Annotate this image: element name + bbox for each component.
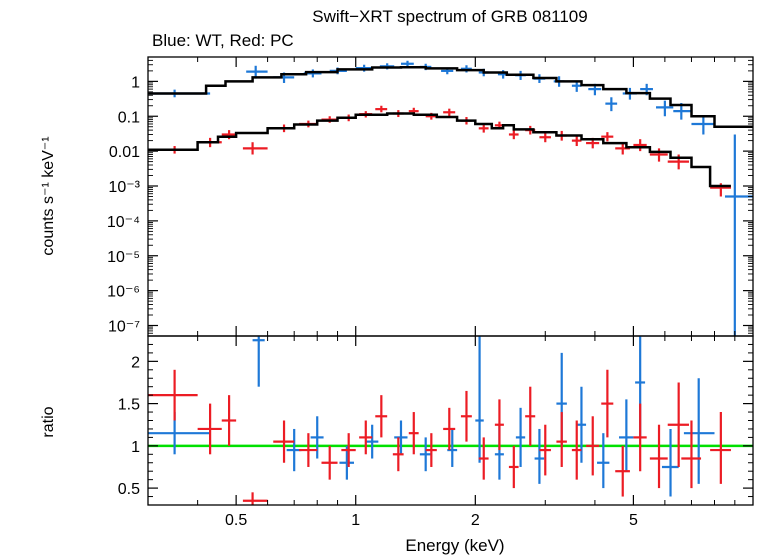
data-point bbox=[321, 445, 338, 480]
y-tick-label: 10⁻⁷ bbox=[108, 319, 140, 336]
y-tick-label: 0.01 bbox=[109, 144, 140, 161]
data-point bbox=[375, 105, 388, 113]
data-point bbox=[525, 386, 536, 446]
data-point bbox=[400, 60, 414, 67]
data-point bbox=[148, 412, 211, 455]
series-0-1 bbox=[148, 105, 731, 197]
y-tick-label: 2 bbox=[131, 354, 140, 371]
data-point bbox=[375, 395, 388, 438]
series-0-2 bbox=[148, 65, 753, 129]
x-tick-label: 5 bbox=[629, 512, 638, 529]
data-point bbox=[539, 132, 551, 143]
data-point bbox=[197, 403, 222, 455]
series-1-0 bbox=[148, 336, 715, 497]
data-point bbox=[615, 143, 630, 155]
data-point bbox=[615, 445, 630, 497]
y-tick-label: 10⁻⁶ bbox=[107, 284, 140, 301]
data-point bbox=[691, 116, 715, 135]
data-point bbox=[534, 428, 545, 484]
data-point bbox=[242, 142, 268, 155]
data-point bbox=[460, 390, 472, 442]
data-point bbox=[571, 135, 582, 147]
data-point bbox=[667, 382, 689, 467]
y-tick-label: 1 bbox=[131, 74, 140, 91]
data-point bbox=[661, 428, 679, 497]
data-point bbox=[586, 416, 600, 476]
data-point bbox=[494, 399, 504, 451]
data-point bbox=[419, 437, 432, 472]
data-point bbox=[597, 433, 610, 489]
data-point bbox=[394, 420, 408, 455]
data-point bbox=[443, 108, 456, 117]
x-tick-label: 2 bbox=[471, 512, 480, 529]
data-point bbox=[341, 433, 356, 467]
data-point bbox=[478, 124, 489, 133]
y-tick-label: 0.1 bbox=[118, 109, 140, 126]
data-point bbox=[601, 369, 614, 438]
data-point bbox=[508, 130, 519, 140]
data-point bbox=[221, 395, 237, 446]
model-line bbox=[148, 112, 731, 188]
x-tick-label: 0.5 bbox=[225, 512, 247, 529]
data-point bbox=[619, 399, 634, 472]
data-point bbox=[286, 428, 302, 472]
panel-frame-1 bbox=[147, 335, 754, 506]
bottom-panel-y-label: ratio bbox=[40, 406, 57, 437]
data-point bbox=[576, 386, 587, 463]
y-tick-label: 0.5 bbox=[118, 481, 140, 498]
data-point bbox=[508, 445, 519, 489]
data-point bbox=[273, 420, 295, 463]
data-point bbox=[539, 424, 551, 476]
data-point bbox=[475, 336, 484, 463]
data-point bbox=[601, 132, 614, 142]
chart-subtitle: Blue: WT, Red: PC bbox=[152, 31, 294, 50]
data-point bbox=[656, 100, 674, 117]
data-point bbox=[571, 420, 582, 480]
x-tick-label: 1 bbox=[351, 512, 360, 529]
data-point bbox=[478, 437, 489, 480]
x-axis-label: Energy (keV) bbox=[405, 536, 504, 555]
y-tick-label: 10⁻⁵ bbox=[107, 249, 140, 266]
data-point bbox=[310, 416, 324, 459]
data-point bbox=[605, 97, 618, 112]
y-tick-label: 1.5 bbox=[118, 397, 140, 414]
y-tick-label: 10⁻³ bbox=[108, 179, 140, 196]
series-1-1 bbox=[148, 369, 731, 505]
data-point bbox=[299, 433, 318, 467]
data-point bbox=[649, 148, 668, 162]
plot-layer: 1 0.1 0.01 10⁻³ 10⁻⁴ 10⁻⁵ 10⁻⁶ 10⁻⁷ 0.5 1 1.5 2 0.5 1… bbox=[107, 56, 754, 529]
data-point bbox=[148, 369, 198, 421]
model-line bbox=[148, 65, 753, 129]
series-0-3 bbox=[148, 112, 731, 188]
data-point bbox=[365, 424, 379, 459]
y-tick-label: 1 bbox=[131, 439, 140, 456]
data-point bbox=[425, 433, 437, 467]
data-point bbox=[556, 412, 567, 467]
data-point bbox=[242, 492, 268, 505]
data-point bbox=[710, 412, 731, 484]
data-point bbox=[392, 437, 404, 472]
data-point bbox=[339, 445, 354, 480]
data-point bbox=[649, 424, 668, 489]
data-point bbox=[359, 420, 373, 455]
series-0-0 bbox=[148, 60, 753, 336]
data-point bbox=[683, 378, 715, 484]
data-point bbox=[408, 412, 419, 455]
data-point bbox=[252, 336, 265, 387]
data-point bbox=[443, 407, 456, 451]
top-panel-y-label: counts s⁻¹ keV⁻¹ bbox=[40, 136, 57, 255]
data-point bbox=[633, 403, 647, 472]
data-point bbox=[633, 139, 647, 152]
data-point bbox=[681, 420, 702, 489]
data-point bbox=[515, 407, 526, 467]
chart-title: Swift−XRT spectrum of GRB 081109 bbox=[312, 7, 587, 26]
y-tick-label: 10⁻⁴ bbox=[107, 214, 140, 231]
